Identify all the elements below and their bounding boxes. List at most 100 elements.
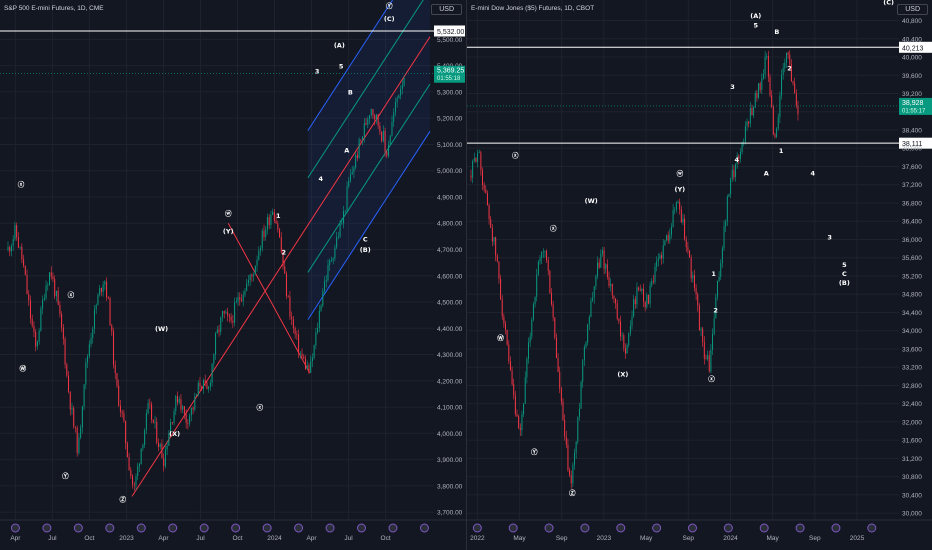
dow-candle-body — [685, 239, 687, 248]
dow-candle-body — [782, 67, 784, 76]
dow-candle-body — [749, 108, 751, 124]
dow-candle-body — [539, 258, 541, 262]
dow-candle-body — [769, 76, 771, 96]
dow-event-marker-icon[interactable] — [831, 523, 841, 533]
sp500-x-tick-label: Jul — [196, 535, 205, 542]
dow-chart-svg[interactable]: 40,213 38,111 30,000 30,400 30,800 31,200 31,6… — [467, 0, 932, 550]
dow-wave-label: B — [774, 28, 779, 36]
sp500-candle-body — [142, 444, 144, 449]
sp500-candle-body — [95, 304, 97, 310]
dow-candle-body — [564, 420, 566, 437]
dow-y-tick-label: 35,200 — [902, 273, 922, 280]
sp500-candle-body — [232, 320, 234, 323]
dow-candle-body — [662, 245, 664, 259]
dow-candle-body — [713, 318, 715, 335]
dow-candle-body — [762, 74, 764, 78]
dow-chart-pane[interactable]: 40,213 38,111 30,000 30,400 30,800 31,200 31,6… — [466, 0, 932, 550]
dow-candle-body — [472, 161, 474, 178]
dow-candle-body — [509, 360, 511, 371]
dow-event-marker-icon[interactable] — [652, 523, 662, 533]
sp500-candle-body — [349, 174, 351, 181]
dow-wave-label: (B) — [839, 279, 850, 287]
sp500-event-marker-icon[interactable] — [419, 523, 429, 533]
dow-candle-body — [570, 475, 572, 484]
dow-wave-label: (W) — [585, 197, 598, 205]
dow-candle-body — [519, 428, 521, 430]
sp500-candle-body — [362, 136, 364, 140]
sp500-candle-body — [400, 88, 402, 96]
dow-y-tick-label: 34,400 — [902, 310, 922, 317]
sp500-y-tick-label: 5,000.00 — [437, 168, 463, 175]
dow-candle-body — [623, 335, 625, 349]
sp500-currency-button[interactable]: USD — [431, 4, 462, 15]
dow-event-marker-icon[interactable] — [759, 523, 769, 533]
sp500-event-marker-icon[interactable] — [231, 523, 241, 533]
sp500-event-marker-icon[interactable] — [73, 523, 83, 533]
sp500-x-tick-label: Apr — [158, 535, 169, 542]
dow-candle-body — [712, 334, 714, 351]
sp500-candle-body — [322, 291, 324, 306]
sp500-fork-band — [307, 0, 430, 320]
sp500-event-marker-icon[interactable] — [325, 523, 335, 533]
dow-chart-title: E-mini Dow Jones ($5) Futures, 1D, CBOT — [471, 5, 595, 12]
dow-candle-body — [531, 319, 533, 337]
sp500-y-tick-label: 4,600.00 — [437, 273, 463, 280]
dow-event-marker-icon[interactable] — [723, 523, 733, 533]
sp500-y-tick-label: 4,800.00 — [437, 221, 463, 228]
sp500-event-marker-icon[interactable] — [105, 523, 115, 533]
sp500-candle-body — [208, 386, 210, 389]
sp500-candle-body — [62, 327, 64, 339]
dow-candle-body — [486, 193, 488, 206]
sp500-event-marker-icon[interactable] — [294, 523, 304, 533]
dow-event-marker-icon[interactable] — [867, 523, 877, 533]
dow-candle-body — [743, 141, 745, 144]
sp500-candle-body — [7, 247, 9, 250]
sp500-chart-svg[interactable]: 5,532.00 3,700.00 3,800.00 3,900.00 4,000.00… — [0, 0, 466, 550]
sp500-event-marker-icon[interactable] — [42, 523, 52, 533]
sp500-candle-body — [64, 338, 66, 365]
sp500-event-marker-icon[interactable] — [10, 523, 20, 533]
sp500-candle-body — [242, 295, 244, 301]
sp500-candle-body — [164, 449, 166, 467]
sp500-candle-body — [57, 290, 59, 305]
sp500-event-marker-icon[interactable] — [388, 523, 398, 533]
dow-candle-body — [720, 263, 722, 277]
sp500-candle-body — [45, 285, 47, 299]
sp500-candle-body — [221, 311, 223, 318]
sp500-candle-body — [348, 180, 350, 187]
sp500-event-marker-icon[interactable] — [199, 523, 209, 533]
dow-event-marker-icon[interactable] — [472, 523, 482, 533]
sp500-event-marker-icon[interactable] — [136, 523, 146, 533]
dow-candle-body — [500, 278, 502, 300]
sp500-candle-body — [344, 210, 346, 212]
dow-event-marker-icon[interactable] — [795, 523, 805, 533]
sp500-event-marker-icon[interactable] — [168, 523, 178, 533]
sp500-candle-body — [81, 406, 83, 428]
dow-candle-body — [692, 275, 694, 279]
dow-currency-button[interactable]: USD — [897, 4, 928, 15]
dow-y-tick-label: 33,200 — [902, 365, 922, 372]
dow-candle-body — [787, 52, 789, 55]
dow-candle-body — [555, 337, 557, 359]
dow-event-marker-icon[interactable] — [508, 523, 518, 533]
sp500-y-tick-label: 4,900.00 — [437, 194, 463, 201]
sp500-candle-body — [313, 345, 315, 358]
sp500-candle-body — [107, 297, 109, 299]
sp500-candle-body — [391, 121, 393, 136]
dow-event-marker-icon[interactable] — [544, 523, 554, 533]
dow-candle-body — [629, 325, 631, 334]
dow-candle-body — [554, 317, 556, 338]
sp500-chart-pane[interactable]: 5,532.00 3,700.00 3,800.00 3,900.00 4,000.00… — [0, 0, 466, 550]
sp500-event-marker-icon[interactable] — [262, 523, 272, 533]
dow-y-tick-label: 32,400 — [902, 401, 922, 408]
sp500-candle-body — [358, 139, 360, 158]
dow-x-tick-label: Sep — [556, 535, 568, 542]
sp500-candle-body — [111, 325, 113, 332]
dow-event-marker-icon[interactable] — [580, 523, 590, 533]
dow-event-marker-icon[interactable] — [687, 523, 697, 533]
dow-candle-body — [557, 358, 559, 373]
sp500-event-marker-icon[interactable] — [357, 523, 367, 533]
sp500-candle-body — [93, 309, 95, 329]
sp500-candle-body — [173, 411, 175, 423]
dow-event-marker-icon[interactable] — [616, 523, 626, 533]
